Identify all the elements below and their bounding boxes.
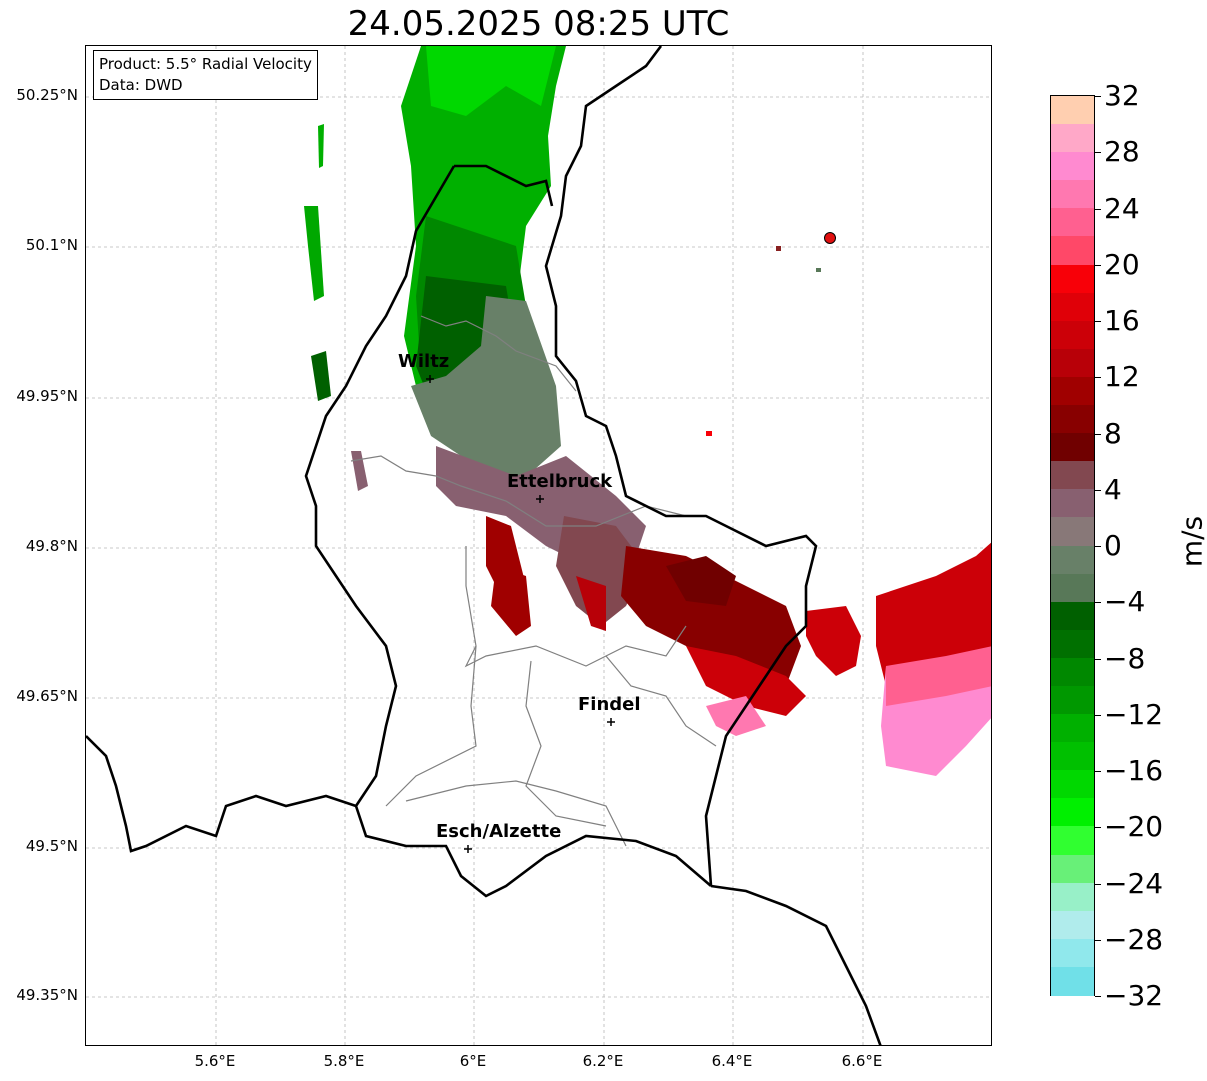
- city-label-esch: Esch/Alzette: [436, 821, 562, 842]
- colorbar-step: [1051, 657, 1094, 687]
- colorbar-step: [1051, 376, 1094, 406]
- city-label-wiltz: Wiltz: [398, 351, 450, 372]
- colorbar-step: [1051, 320, 1094, 350]
- radar-site-marker: [824, 232, 836, 244]
- colorbar-tick-label: −4: [1104, 585, 1146, 619]
- canton-borders: [350, 315, 717, 847]
- country-borders: [86, 46, 882, 1045]
- x-tick-label: 5.8°E: [323, 1052, 365, 1070]
- x-tick-label: 6.2°E: [582, 1052, 624, 1070]
- colorbar-step: [1051, 405, 1094, 434]
- colorbar-step: [1051, 96, 1094, 125]
- colorbar-tick: [1095, 658, 1101, 660]
- colorbar-tick-label: 16: [1104, 304, 1140, 337]
- colorbar-step: [1051, 826, 1094, 856]
- colorbar-step: [1051, 882, 1094, 912]
- x-tick-label: 6.6°E: [841, 1052, 883, 1070]
- x-tick-label: 5.6°E: [194, 1052, 236, 1070]
- colorbar-step: [1051, 938, 1094, 968]
- y-tick-label: 50.25°N: [16, 86, 78, 104]
- colorbar-tick-label: 32: [1104, 79, 1140, 112]
- colorbar-tick: [1095, 714, 1101, 716]
- colorbar-step: [1051, 798, 1094, 828]
- colorbar-tick: [1095, 377, 1101, 379]
- colorbar-step: [1051, 433, 1094, 462]
- colorbar-step: [1051, 966, 1094, 996]
- colorbar-step: [1051, 461, 1094, 490]
- colorbar-step: [1051, 545, 1094, 575]
- y-tick-label: 50.1°N: [25, 236, 78, 254]
- colorbar-tick-label: −32: [1104, 979, 1164, 1012]
- colorbar-tick-label: 20: [1104, 247, 1140, 281]
- colorbar-step: [1051, 180, 1094, 209]
- colorbar-tick: [1095, 264, 1101, 266]
- colorbar-step: [1051, 152, 1094, 181]
- colorbar-tick: [1095, 489, 1101, 491]
- colorbar-tick-label: −20: [1104, 810, 1164, 844]
- data-source-label: Data: DWD: [99, 76, 183, 94]
- radar-map[interactable]: [85, 45, 992, 1046]
- colorbar-tick-label: −12: [1104, 697, 1164, 731]
- colorbar-tick-label: 12: [1104, 360, 1140, 394]
- city-label-ettelbruck: Ettelbruck: [507, 471, 613, 492]
- radar-echoes: [304, 46, 991, 776]
- colorbar-tick-label: 24: [1104, 191, 1140, 225]
- chart-title: 24.05.2025 08:25 UTC: [347, 4, 730, 44]
- colorbar-step: [1051, 264, 1094, 294]
- colorbar-step: [1051, 124, 1094, 153]
- colorbar-tick-label: −8: [1104, 641, 1146, 675]
- map-canvas: [86, 46, 991, 1045]
- colorbar-tick: [1095, 208, 1101, 210]
- colorbar-step: [1051, 742, 1094, 771]
- colorbar-step: [1051, 292, 1094, 322]
- y-tick-label: 49.95°N: [16, 387, 78, 405]
- colorbar-step: [1051, 910, 1094, 940]
- colorbar-step: [1051, 573, 1094, 603]
- colorbar-tick: [1095, 771, 1101, 772]
- colorbar-step: [1051, 770, 1094, 799]
- colorbar-tick-label: 0: [1104, 529, 1122, 562]
- colorbar-step: [1051, 489, 1094, 518]
- colorbar-tick: [1095, 827, 1101, 829]
- product-label: Product: 5.5° Radial Velocity: [99, 55, 312, 73]
- y-tick-label: 49.65°N: [16, 687, 78, 705]
- colorbar-step: [1051, 208, 1094, 238]
- x-tick-label: 6°E: [459, 1052, 487, 1070]
- colorbar-step: [1051, 601, 1094, 631]
- colorbar-tick: [1095, 96, 1101, 97]
- colorbar-step: [1051, 236, 1094, 266]
- colorbar-tick-label: 4: [1104, 472, 1122, 506]
- colorbar-tick: [1095, 321, 1101, 322]
- colorbar-tick: [1095, 433, 1101, 435]
- colorbar-tick-label: −28: [1104, 922, 1164, 956]
- y-tick-label: 49.5°N: [25, 837, 78, 855]
- colorbar-tick: [1095, 546, 1101, 547]
- colorbar-tick: [1095, 996, 1101, 997]
- colorbar-step: [1051, 348, 1094, 378]
- colorbar-tick-label: 28: [1104, 135, 1140, 169]
- colorbar-tick-label: 8: [1104, 416, 1122, 450]
- colorbar-tick: [1095, 939, 1101, 941]
- colorbar-step: [1051, 854, 1094, 884]
- y-tick-label: 49.8°N: [25, 537, 78, 555]
- colorbar-unit-label: m/s: [1175, 515, 1207, 568]
- colorbar-step: [1051, 685, 1094, 715]
- colorbar-tick-label: −16: [1104, 754, 1164, 787]
- colorbar-step: [1051, 714, 1094, 743]
- colorbar-tick: [1095, 152, 1101, 154]
- colorbar-tick-label: −24: [1104, 866, 1164, 900]
- colorbar-step: [1051, 517, 1094, 547]
- y-tick-label: 49.35°N: [16, 986, 78, 1004]
- colorbar-tick: [1095, 602, 1101, 604]
- city-markers: [426, 375, 615, 853]
- colorbar-tick: [1095, 883, 1101, 885]
- x-tick-label: 6.4°E: [711, 1052, 753, 1070]
- colorbar-step: [1051, 629, 1094, 659]
- velocity-colorbar: [1050, 95, 1095, 996]
- product-info-box: Product: 5.5° Radial Velocity Data: DWD: [93, 50, 318, 100]
- city-label-findel: Findel: [578, 694, 641, 715]
